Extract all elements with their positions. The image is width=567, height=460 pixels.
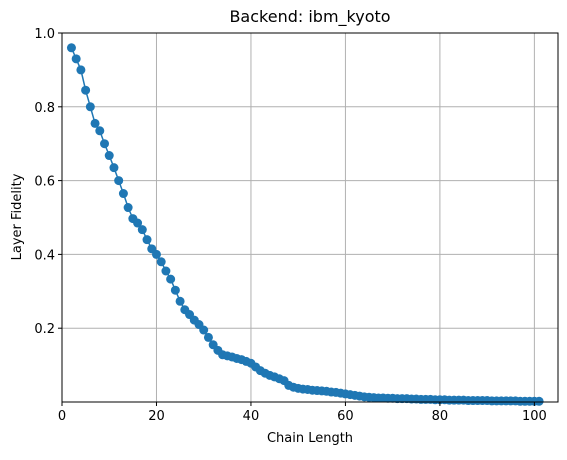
data-point (166, 274, 176, 284)
x-tick-label: 20 (148, 409, 165, 424)
chart-title: Backend: ibm_kyoto (229, 7, 390, 27)
y-tick-label: 0.8 (34, 101, 55, 116)
data-point (175, 296, 185, 306)
y-tick-label: 0.4 (34, 248, 55, 263)
data-point (133, 218, 143, 228)
x-tick-label: 40 (243, 409, 260, 424)
y-tick-label: 1.0 (34, 27, 55, 42)
data-point (85, 102, 95, 112)
data-point (104, 151, 114, 161)
data-point (118, 189, 128, 199)
data-point (90, 118, 100, 128)
series-fidelity (66, 43, 544, 406)
x-axis-label: Chain Length (267, 431, 353, 446)
data-point (151, 249, 161, 259)
data-point (76, 65, 86, 75)
x-tick-label: 0 (58, 409, 66, 424)
data-point (81, 85, 91, 95)
data-point (71, 54, 81, 64)
data-point (114, 176, 124, 186)
data-point (199, 325, 209, 335)
data-point (137, 225, 147, 235)
x-tick-label: 60 (337, 409, 354, 424)
data-point (123, 203, 133, 213)
x-tick-label: 80 (432, 409, 449, 424)
y-tick-label: 0.6 (34, 175, 55, 190)
data-point (156, 257, 166, 267)
data-point (534, 396, 544, 406)
y-tick-label: 0.2 (34, 322, 55, 337)
x-tick-label: 100 (522, 409, 547, 424)
data-point (100, 139, 110, 149)
data-point (170, 285, 180, 295)
data-point (66, 43, 76, 53)
data-point (95, 126, 105, 136)
data-point (203, 332, 213, 342)
y-axis-label: Layer Fidelity (10, 173, 25, 260)
plot-frame (61, 32, 559, 403)
data-point (109, 163, 119, 173)
data-point (161, 266, 171, 276)
x-axis-ticks: 0 20 40 60 80 100 (58, 402, 547, 424)
y-axis-ticks: 0.2 0.4 0.6 0.8 1.0 (34, 27, 62, 337)
data-point (142, 235, 152, 245)
